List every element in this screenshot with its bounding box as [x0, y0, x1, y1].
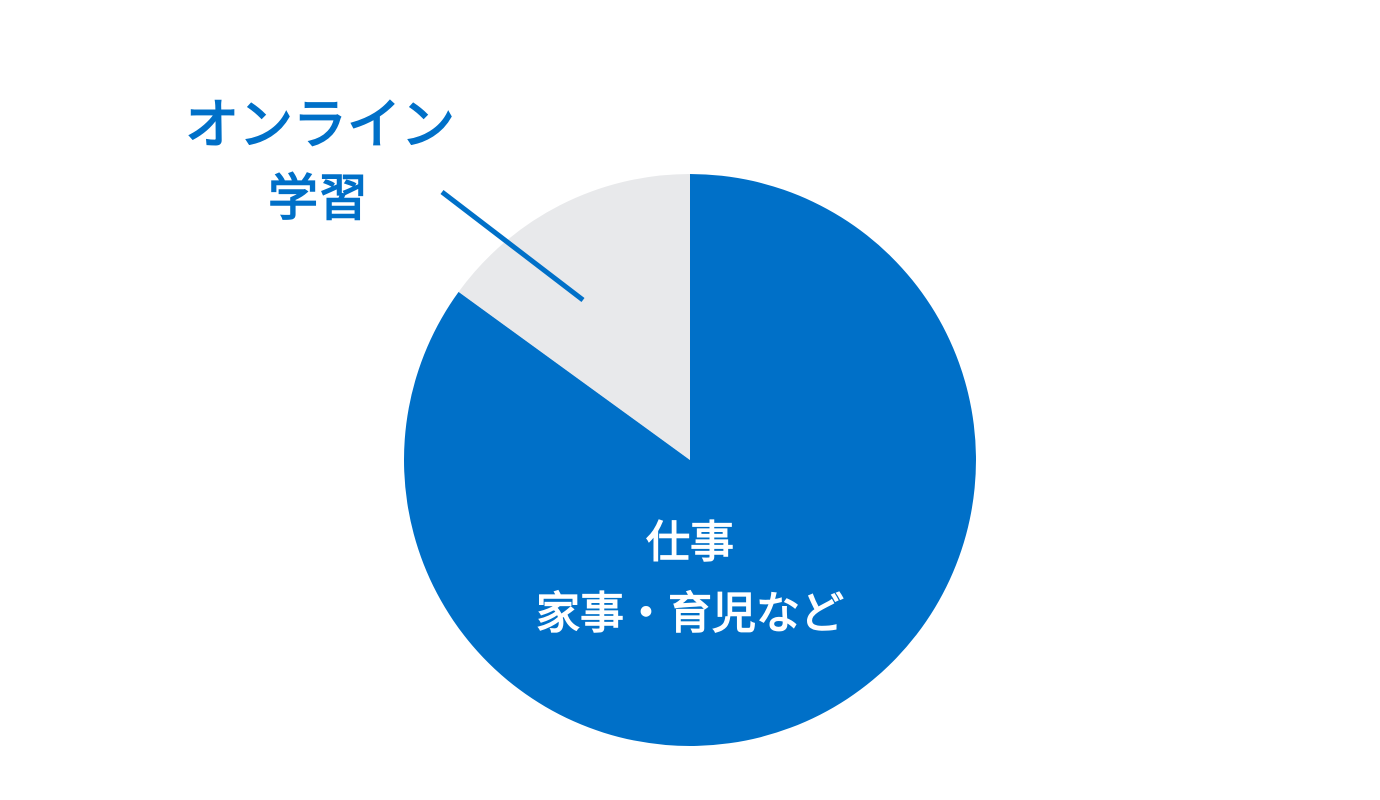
leader-line-online-learning	[440, 190, 585, 302]
pie-slice-1	[458, 174, 690, 460]
slice-label-online-learning-line2: 学習	[268, 169, 368, 227]
slice-label-work-line1: 仕事	[646, 517, 734, 568]
slice-label-online-learning-line1: オンライン	[185, 93, 455, 156]
slice-label-work-line2: 家事・育児など	[536, 588, 844, 639]
